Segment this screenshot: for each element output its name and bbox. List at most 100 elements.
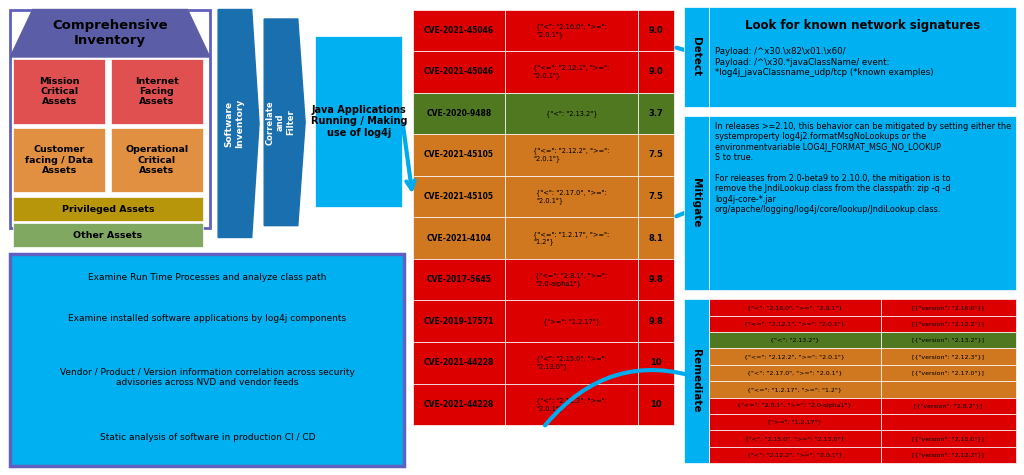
Text: {">=": "1.2.17"}: {">=": "1.2.17"}: [767, 419, 822, 425]
Text: 9.0: 9.0: [648, 67, 664, 76]
Text: {"<": "2.13.2"}: {"<": "2.13.2"}: [770, 338, 819, 343]
FancyBboxPatch shape: [638, 301, 674, 342]
Text: CVE-2021-45046: CVE-2021-45046: [424, 26, 494, 35]
FancyBboxPatch shape: [881, 316, 1016, 332]
Text: Internet
Facing
Assets: Internet Facing Assets: [135, 76, 178, 106]
FancyArrowPatch shape: [545, 370, 701, 425]
Text: {"<=": "2.12.1", ">=":
"2.0.1"}: {"<=": "2.12.1", ">=": "2.0.1"}: [534, 65, 609, 79]
FancyBboxPatch shape: [413, 218, 505, 259]
Text: Detect: Detect: [691, 38, 701, 76]
Text: CVE-2021-45105: CVE-2021-45105: [424, 151, 494, 160]
FancyBboxPatch shape: [505, 93, 638, 134]
FancyBboxPatch shape: [505, 134, 638, 176]
FancyBboxPatch shape: [709, 414, 881, 430]
FancyBboxPatch shape: [413, 51, 505, 93]
FancyBboxPatch shape: [16, 418, 398, 458]
FancyBboxPatch shape: [638, 342, 674, 384]
FancyBboxPatch shape: [881, 349, 1016, 365]
Polygon shape: [218, 10, 259, 238]
FancyBboxPatch shape: [638, 384, 674, 425]
FancyBboxPatch shape: [881, 381, 1016, 398]
FancyBboxPatch shape: [505, 218, 638, 259]
FancyBboxPatch shape: [638, 218, 674, 259]
Text: {"<=": "2.12.1", ">=": "2.0.1"}: {"<=": "2.12.1", ">=": "2.0.1"}: [744, 321, 845, 326]
Text: CVE-2020-9488: CVE-2020-9488: [426, 109, 492, 118]
Text: [{"version": "2.17.0"}]: [{"version": "2.17.0"}]: [912, 370, 984, 376]
Text: Java Applications
Running / Making
use of log4j: Java Applications Running / Making use o…: [310, 104, 408, 138]
Text: Customer
facing / Data
Assets: Customer facing / Data Assets: [26, 145, 93, 175]
Text: CVE-2021-44228: CVE-2021-44228: [424, 400, 494, 409]
Text: Look for known network signatures: Look for known network signatures: [744, 19, 980, 32]
FancyBboxPatch shape: [413, 10, 505, 51]
Text: {"<": "2.16.0", ">=": "2.0.1"}: {"<": "2.16.0", ">=": "2.0.1"}: [746, 305, 843, 310]
Text: Privileged Assets: Privileged Assets: [61, 205, 155, 213]
FancyBboxPatch shape: [505, 384, 638, 425]
FancyBboxPatch shape: [684, 7, 709, 107]
FancyBboxPatch shape: [684, 299, 709, 463]
Text: [{"version": "2.13.2"}]: [{"version": "2.13.2"}]: [912, 338, 984, 343]
Text: {"<": "2.16.0", ">=":
"2.0.1"}: {"<": "2.16.0", ">=": "2.0.1"}: [536, 23, 607, 38]
Text: {">=": "1.2.17"}: {">=": "1.2.17"}: [543, 318, 600, 324]
FancyBboxPatch shape: [709, 316, 881, 332]
Text: {"<": "2.17.0", ">=": "2.0.1"}: {"<": "2.17.0", ">=": "2.0.1"}: [746, 370, 843, 376]
Text: CVE-2017-5645: CVE-2017-5645: [426, 275, 492, 284]
Text: Examine installed software applications by log4j components: Examine installed software applications …: [69, 314, 346, 323]
FancyBboxPatch shape: [881, 430, 1016, 446]
FancyBboxPatch shape: [881, 365, 1016, 381]
FancyBboxPatch shape: [505, 10, 638, 51]
FancyBboxPatch shape: [709, 398, 881, 414]
Text: Mitigate: Mitigate: [691, 179, 701, 228]
FancyBboxPatch shape: [684, 116, 709, 290]
Text: CVE-2021-45046: CVE-2021-45046: [424, 67, 494, 76]
Text: CVE-2021-44228: CVE-2021-44228: [424, 358, 494, 367]
Text: {"<": "2.15.0", ">=": "2.13.0"}: {"<": "2.15.0", ">=": "2.13.0"}: [744, 436, 845, 441]
FancyBboxPatch shape: [638, 10, 674, 51]
FancyBboxPatch shape: [709, 7, 1016, 107]
Polygon shape: [10, 10, 210, 57]
Text: {"<": "2.12.2", ">=":
"2.0.1"}: {"<": "2.12.2", ">=": "2.0.1"}: [536, 397, 607, 412]
Text: {"<": "2.17.0", ">=":
"2.0.1"}: {"<": "2.17.0", ">=": "2.0.1"}: [536, 189, 607, 204]
Polygon shape: [264, 19, 305, 226]
Text: {"<=": "2.12.2", ">=":
"2.0.1"}: {"<=": "2.12.2", ">=": "2.0.1"}: [534, 148, 609, 162]
Text: {"<=": "2.8.1", ">=":
"2.0-alpha1"}: {"<=": "2.8.1", ">=": "2.0-alpha1"}: [536, 272, 607, 287]
FancyBboxPatch shape: [881, 398, 1016, 414]
FancyBboxPatch shape: [413, 342, 505, 384]
FancyBboxPatch shape: [13, 197, 203, 221]
FancyBboxPatch shape: [881, 446, 1016, 463]
FancyBboxPatch shape: [16, 299, 398, 340]
Text: [{"version": "2.15.0"}]: [{"version": "2.15.0"}]: [912, 436, 984, 441]
Text: Vendor / Product / Version information correlation across security
advisories ac: Vendor / Product / Version information c…: [60, 368, 354, 387]
Text: CVE-2021-4104: CVE-2021-4104: [426, 234, 492, 243]
FancyBboxPatch shape: [13, 128, 105, 192]
FancyBboxPatch shape: [709, 116, 1016, 290]
FancyBboxPatch shape: [709, 446, 881, 463]
Text: Comprehensive
Inventory: Comprehensive Inventory: [52, 19, 168, 47]
FancyBboxPatch shape: [13, 223, 203, 247]
Text: Static analysis of software in production CI / CD: Static analysis of software in productio…: [99, 433, 315, 441]
Text: 3.7: 3.7: [648, 109, 664, 118]
FancyBboxPatch shape: [638, 259, 674, 301]
Text: Correlate
and
Filter: Correlate and Filter: [265, 100, 296, 144]
Text: 10: 10: [650, 400, 662, 409]
FancyBboxPatch shape: [638, 51, 674, 93]
FancyBboxPatch shape: [16, 259, 398, 299]
Text: {"<=": "1.2.17", ">=":
"1.2"}: {"<=": "1.2.17", ">=": "1.2"}: [534, 231, 609, 246]
FancyBboxPatch shape: [413, 384, 505, 425]
Text: CVE-2019-17571: CVE-2019-17571: [424, 317, 494, 326]
Text: Examine Run Time Processes and analyze class path: Examine Run Time Processes and analyze c…: [88, 274, 327, 282]
FancyBboxPatch shape: [709, 381, 881, 398]
FancyBboxPatch shape: [638, 176, 674, 218]
Text: Software
Inventory: Software Inventory: [225, 99, 244, 148]
FancyBboxPatch shape: [505, 176, 638, 218]
Text: Remediate: Remediate: [691, 350, 701, 413]
Text: 9.8: 9.8: [648, 317, 664, 326]
FancyBboxPatch shape: [413, 176, 505, 218]
Text: {"<": "2.15.0", ">=":
"2.13.0"}: {"<": "2.15.0", ">=": "2.13.0"}: [536, 355, 607, 370]
FancyBboxPatch shape: [505, 342, 638, 384]
Text: [{"version": "2.8.2"}]: [{"version": "2.8.2"}]: [914, 403, 982, 408]
Text: {"<": "2.13.2"}: {"<": "2.13.2"}: [546, 110, 597, 117]
Text: 10: 10: [650, 358, 662, 367]
Text: Operational
Critical
Assets: Operational Critical Assets: [125, 145, 188, 175]
Text: In releases >=2.10, this behavior can be mitigated by setting either the
systemp: In releases >=2.10, this behavior can be…: [715, 122, 1011, 214]
FancyBboxPatch shape: [16, 359, 398, 399]
